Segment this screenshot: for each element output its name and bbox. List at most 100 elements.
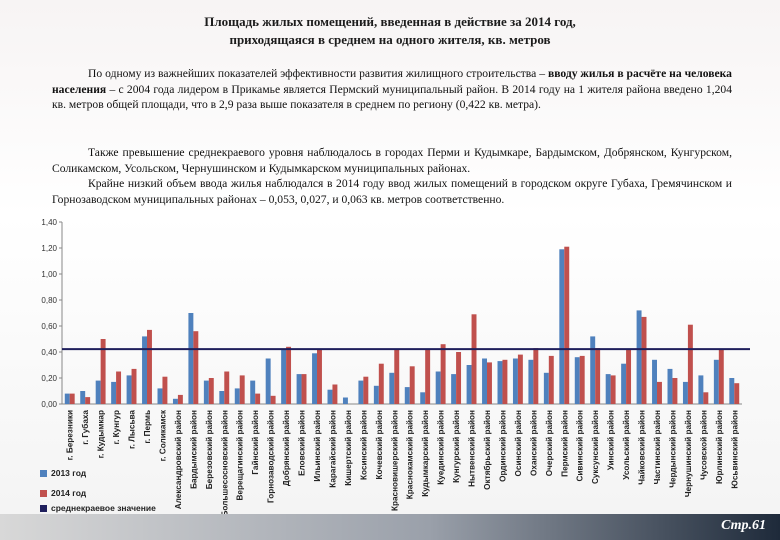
x-tick-label: г. Кунгур — [112, 410, 121, 445]
x-tick-label: Кочевский район — [375, 410, 384, 480]
bar — [131, 368, 137, 404]
bar — [111, 381, 117, 404]
bar — [389, 372, 395, 404]
bar — [425, 349, 431, 404]
bar — [559, 249, 565, 404]
x-tick-label: Александровский район — [174, 410, 183, 509]
bar — [487, 362, 492, 404]
x-tick-label: Сивинский район — [576, 410, 585, 482]
legend-swatch — [40, 505, 47, 513]
x-tick-label: г. Пермь — [143, 410, 152, 444]
footer-bar: Стр.61 — [0, 514, 780, 540]
x-tick-label: Гайнский район — [251, 410, 260, 475]
x-tick-label: Куединский район — [437, 410, 446, 485]
text-segment: вводу жилья в расчёте на человека населе… — [52, 67, 732, 96]
x-tick-label: Горнозаводский район — [267, 410, 276, 503]
x-tick-label: Косинский район — [359, 410, 368, 480]
bar — [451, 374, 457, 404]
bar — [667, 368, 673, 404]
bar — [358, 380, 364, 404]
x-tick-label: Уинский район — [607, 410, 616, 470]
x-tick-label: Осинский район — [514, 410, 523, 476]
bar — [729, 378, 735, 404]
x-tick-label: Ильинский район — [313, 410, 322, 482]
bar — [193, 331, 199, 404]
bar — [497, 361, 503, 404]
x-tick-label: Красновишерский район — [390, 410, 399, 511]
x-tick-label: Верещагинский район — [236, 410, 245, 501]
bar — [440, 344, 446, 404]
x-tick-label: Кишертский район — [344, 410, 353, 486]
y-tick-label: 1,20 — [41, 244, 57, 253]
x-tick-label: Большесосновский район — [220, 410, 229, 517]
bar — [317, 349, 322, 404]
bar — [420, 392, 426, 404]
bar — [590, 336, 596, 404]
bar — [672, 378, 678, 404]
bar — [234, 388, 240, 404]
bar — [564, 246, 570, 404]
bar — [239, 375, 245, 404]
bar — [502, 359, 508, 404]
bar — [224, 371, 230, 404]
y-tick-label: 0,40 — [41, 348, 57, 357]
x-tick-label: Очерский район — [545, 410, 554, 476]
x-tick-label: Юрлинский район — [715, 410, 724, 484]
bar — [466, 365, 472, 404]
bar — [528, 359, 534, 404]
bar — [85, 397, 91, 404]
bar — [610, 375, 616, 404]
x-tick-label: Октябрьский район — [482, 410, 492, 490]
x-tick-label: Чердынский район — [668, 410, 677, 488]
bar — [286, 346, 292, 404]
bar — [95, 380, 101, 404]
x-tick-label: Нытвенский район — [468, 410, 477, 487]
bar — [698, 375, 704, 404]
x-tick-label: Чайковский район — [638, 410, 647, 485]
bar — [363, 376, 369, 404]
legend-label: 2013 год — [51, 468, 87, 478]
bar — [327, 389, 333, 404]
bar — [296, 374, 302, 404]
bar — [126, 375, 132, 404]
bar — [142, 336, 147, 404]
y-tick-label: 1,40 — [41, 218, 57, 227]
legend-item: 2013 год — [40, 468, 161, 478]
x-tick-label: Чернушинский район — [684, 410, 693, 497]
legend-item: 2014 год — [40, 488, 161, 498]
x-tick-label: Кудымкарский район — [421, 410, 430, 497]
x-tick-label: Юсьвинский район — [730, 410, 739, 489]
bar — [512, 358, 518, 404]
title-line: Площадь жилых помещений, введенная в дей… — [204, 14, 576, 29]
bar — [162, 376, 168, 404]
text-segment: – с 2004 года лидером в Прикамье являетс… — [52, 82, 732, 112]
bar — [574, 357, 580, 404]
bar — [147, 329, 152, 404]
text-segment: Также превышение среднекраевого уровня н… — [52, 146, 732, 175]
bar — [409, 366, 415, 404]
bar — [100, 339, 106, 404]
bar — [342, 397, 348, 404]
bar — [177, 394, 183, 404]
bar — [394, 349, 400, 404]
bar — [80, 391, 86, 404]
bar — [703, 392, 709, 404]
x-tick-label: Еловский район — [298, 410, 307, 476]
bar — [301, 374, 307, 404]
bar — [172, 398, 178, 404]
y-tick-label: 0,80 — [41, 296, 57, 305]
y-tick-label: 0,20 — [41, 374, 57, 383]
legend-label: 2014 год — [51, 488, 87, 498]
bar — [548, 355, 554, 404]
x-tick-label: Чусовской район — [699, 410, 708, 480]
x-tick-label: Пермский район — [560, 410, 569, 477]
bar — [219, 391, 225, 404]
bar — [621, 363, 627, 404]
bar — [332, 384, 338, 404]
bar — [270, 395, 276, 404]
x-tick-label: Добрянский район — [281, 410, 291, 486]
bar — [404, 387, 410, 404]
bar — [471, 314, 477, 404]
